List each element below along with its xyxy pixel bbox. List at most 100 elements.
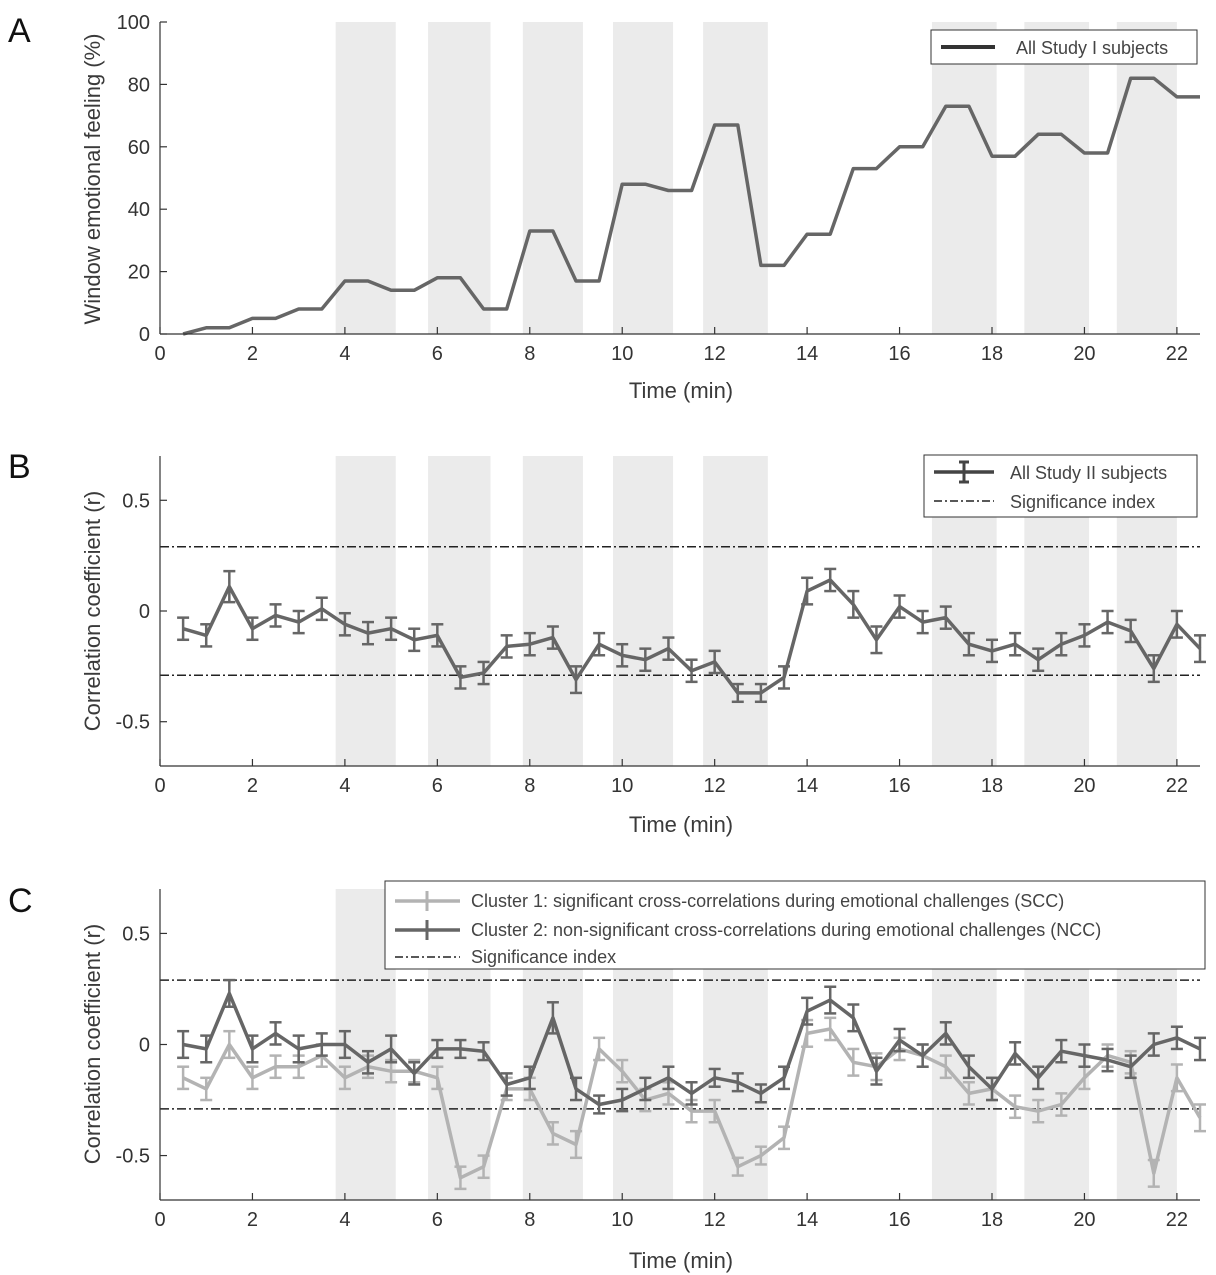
panel-b-legend-box bbox=[923, 454, 1198, 518]
panel-b-series-0-errorbar-11 bbox=[431, 623, 444, 648]
panel-b-series-0-errorbar-43 bbox=[1170, 609, 1183, 639]
panel-c-series-0-errorbar-19 bbox=[616, 1058, 629, 1084]
panel-b-series-0-errorbar-27 bbox=[801, 576, 814, 606]
panel-b-series-0-errorbar-31 bbox=[893, 594, 906, 619]
panel-c-xtick-label-1: 2 bbox=[247, 1209, 258, 1231]
panel-b-series-0-errorbar-38 bbox=[1055, 631, 1068, 657]
panel-c-series-0-errorbar-37 bbox=[1032, 1098, 1045, 1124]
panel-a-plot bbox=[182, 76, 1200, 336]
panel-c-series-1-errorbar-34 bbox=[962, 1054, 975, 1080]
panel-a-xtick-label-4: 8 bbox=[524, 343, 535, 365]
panel-b-xtick-label-4: 8 bbox=[524, 775, 535, 797]
panel-a-xtick-label-11: 22 bbox=[1166, 343, 1188, 365]
panel-b-xtick-label-2: 4 bbox=[339, 775, 350, 797]
panel-c-series-1-errorbar-29 bbox=[847, 1003, 860, 1033]
panel-c-series-0-errorbar-23 bbox=[708, 1098, 721, 1124]
panel-b-series-0-errorbar-37 bbox=[1032, 647, 1045, 673]
panel-c-series-0-errorbar-16 bbox=[546, 1121, 559, 1146]
panel-b-series-0-errorbar-4 bbox=[269, 603, 282, 628]
panel-c-series-0-errorbar-3 bbox=[246, 1065, 259, 1091]
panel-c-series-1-errorbar-2 bbox=[223, 978, 236, 1008]
panel-a-shade-6 bbox=[1024, 22, 1090, 334]
panel-c-xtick-label-4: 8 bbox=[524, 1209, 535, 1231]
panel-a-xtick-label-9: 18 bbox=[981, 343, 1003, 365]
panel-c-series-1-errorbar-13 bbox=[477, 1041, 490, 1062]
panel-b-series-0-errorbar-0 bbox=[177, 616, 190, 642]
panel-c-ytick-label-0: -0.5 bbox=[116, 1146, 150, 1168]
panel-a-shade-7 bbox=[1116, 22, 1177, 334]
panel-c-series-1-errorbar-28 bbox=[824, 985, 837, 1015]
panel-b-shade-0 bbox=[335, 456, 396, 766]
panel-c-xtick-label-5: 10 bbox=[611, 1209, 633, 1231]
panel-b-series-0-errorbar-25 bbox=[754, 682, 767, 704]
panel-b-ytick-label-0: -0.5 bbox=[116, 712, 150, 734]
panel-c-series-1-errorbar-30 bbox=[870, 1056, 883, 1086]
panel-c-series-0-errorbar-38 bbox=[1055, 1092, 1068, 1117]
panel-c-series-0-errorbar-17 bbox=[570, 1129, 582, 1160]
panel-b-series-0-errorbar-29 bbox=[847, 589, 860, 619]
panel-c-xlabel: Time (min) bbox=[629, 1248, 733, 1273]
panel-a-ytick-label-4: 80 bbox=[128, 74, 150, 96]
panel-b-series-0-errorbar-23 bbox=[708, 649, 721, 675]
panel-b-series-0-errorbar-24 bbox=[731, 682, 744, 704]
panel-b-xtick-label-0: 0 bbox=[154, 775, 165, 797]
panel-a-ytick-label-1: 20 bbox=[128, 262, 150, 284]
panel-c-series-0-errorbar-4 bbox=[269, 1054, 282, 1080]
panel-c-series-1-errorbar-22 bbox=[685, 1081, 698, 1106]
panel-b-plot bbox=[160, 546, 1206, 704]
panel-b-series-0-errorbar-9 bbox=[385, 616, 398, 642]
panel-c-series-0-errorbar-33 bbox=[939, 1054, 952, 1080]
panel-a-ytick-label-2: 40 bbox=[128, 199, 150, 221]
panel-c-ylabel: Correlation coefficient (r) bbox=[80, 924, 105, 1164]
panel-c-series-1-errorbar-23 bbox=[708, 1067, 721, 1088]
panel-c-legend: Cluster 1: significant cross-correlation… bbox=[384, 880, 1206, 970]
panel-b-xlabel: Time (min) bbox=[629, 812, 733, 837]
panel-b-series-0-errorbar-19 bbox=[616, 642, 629, 668]
panel-b-series-0-errorbar-33 bbox=[939, 605, 952, 630]
panel-c-series-0-errorbar-13 bbox=[477, 1154, 490, 1180]
panel-a-ytick-label-0: 0 bbox=[139, 324, 150, 346]
panel-b-series-0-errorbar-12 bbox=[454, 665, 467, 690]
panel-c-series-1-errorbar-44 bbox=[1194, 1036, 1206, 1062]
panel-c-legend-entry-0: Cluster 1: significant cross-correlation… bbox=[471, 891, 1064, 911]
panel-c-xtick-label-7: 14 bbox=[796, 1209, 818, 1231]
panel-c-series-1-errorbar-36 bbox=[1009, 1041, 1022, 1066]
panel-b-series-0-errorbar-6 bbox=[315, 596, 328, 622]
panel-b-ytick-label-2: 0.5 bbox=[122, 490, 150, 512]
panel-a-shaded-intervals bbox=[335, 22, 1177, 334]
panel-c-series-1-errorbar-43 bbox=[1170, 1025, 1183, 1051]
panel-c-ytick-label-1: 0 bbox=[139, 1035, 150, 1057]
panel-c-series-1-errorbar-6 bbox=[315, 1032, 328, 1057]
panel-a-xtick-label-10: 20 bbox=[1073, 343, 1095, 365]
panel-c-series-1-errorbar-24 bbox=[731, 1072, 744, 1093]
panel-a-ytick-label-3: 60 bbox=[128, 137, 150, 159]
panel-b-xtick-label-8: 16 bbox=[888, 775, 910, 797]
panel-a-letter: A bbox=[8, 12, 31, 50]
panel-c-series-0-errorbar-18 bbox=[593, 1036, 606, 1062]
panel-b-shade-4 bbox=[703, 456, 768, 766]
panel-c-letter: C bbox=[8, 882, 33, 920]
panel-b-xtick-label-1: 2 bbox=[247, 775, 258, 797]
panel-b-series-0-errorbar-21 bbox=[662, 636, 675, 661]
panel-c-series-0-errorbar-26 bbox=[778, 1125, 790, 1151]
panel-b-series-0-errorbar-3 bbox=[246, 616, 259, 642]
panel-b-series-0-errorbar-15 bbox=[523, 631, 536, 657]
panel-c-series-0-errorbar-43 bbox=[1170, 1063, 1183, 1093]
panel-c-series-1-errorbar-12 bbox=[454, 1038, 467, 1060]
panel-b-shade-1 bbox=[428, 456, 491, 766]
panel-a-xtick-label-5: 10 bbox=[611, 343, 633, 365]
panel-c-series-1-errorbar-39 bbox=[1078, 1043, 1091, 1068]
panel-c-series-0-errorbar-1 bbox=[200, 1076, 213, 1102]
panel-c-series-1-errorbar-1 bbox=[200, 1034, 213, 1064]
panel-c-series-1-errorbar-31 bbox=[893, 1027, 906, 1053]
panel-c-series-1-errorbar-19 bbox=[616, 1087, 629, 1113]
panel-a-xtick-label-3: 6 bbox=[432, 343, 443, 365]
panel-b-series-0-errorbar-10 bbox=[408, 627, 421, 653]
panel-b-xtick-label-6: 12 bbox=[704, 775, 726, 797]
panel-b-series-0-errorbar-22 bbox=[685, 658, 698, 684]
panel-a-xtick-label-0: 0 bbox=[154, 343, 165, 365]
panel-a-axes: 0 2 4 6 8 10 12 14 16 18 20 22 0 20 40 60 80 100 bbox=[117, 12, 1200, 365]
panel-c-series-1-errorbar-40 bbox=[1101, 1047, 1114, 1073]
panel-b-series-0-errorbar-2 bbox=[223, 569, 236, 604]
panel-c-series-1-errorbar-16 bbox=[546, 1001, 559, 1035]
